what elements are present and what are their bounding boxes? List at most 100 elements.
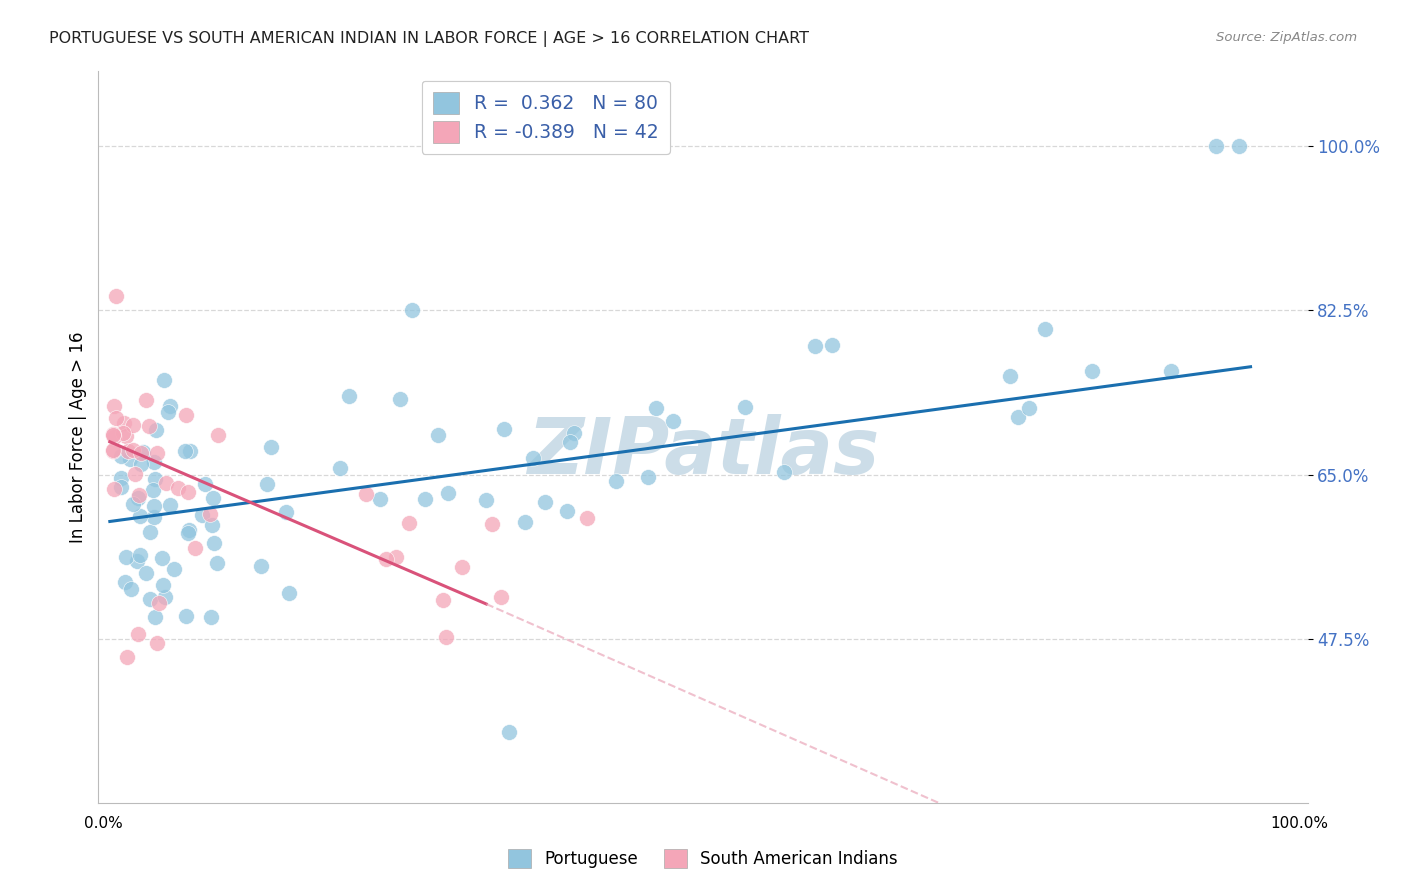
- Point: [103, 399, 125, 413]
- Point: [105, 411, 128, 425]
- Point: [103, 482, 125, 496]
- Point: [176, 408, 198, 422]
- Point: [356, 486, 378, 500]
- Point: [159, 498, 181, 512]
- Point: [385, 550, 408, 565]
- Point: [576, 511, 599, 525]
- Point: [121, 442, 143, 457]
- Point: [143, 509, 166, 524]
- Point: [191, 508, 214, 523]
- Point: [121, 497, 143, 511]
- Point: [201, 517, 224, 532]
- Point: [174, 608, 197, 623]
- Point: [167, 481, 190, 495]
- Text: 100.0%: 100.0%: [1271, 816, 1329, 830]
- Point: [142, 483, 165, 497]
- Point: [124, 467, 146, 481]
- Point: [1007, 409, 1029, 424]
- Point: [142, 455, 165, 469]
- Point: [163, 562, 186, 576]
- Text: ZIPatlas: ZIPatlas: [527, 414, 879, 490]
- Point: [114, 574, 136, 589]
- Point: [605, 474, 627, 488]
- Point: [125, 554, 148, 568]
- Y-axis label: In Labor Force | Age > 16: In Labor Force | Age > 16: [69, 331, 87, 543]
- Point: [135, 392, 157, 407]
- Point: [105, 289, 128, 303]
- Point: [637, 470, 659, 484]
- Point: [481, 516, 503, 531]
- Point: [498, 725, 520, 739]
- Point: [132, 445, 155, 459]
- Point: [138, 419, 160, 434]
- Point: [112, 426, 135, 441]
- Point: [103, 442, 125, 457]
- Point: [562, 425, 585, 440]
- Point: [143, 610, 166, 624]
- Point: [413, 492, 436, 507]
- Point: [201, 491, 224, 505]
- Point: [194, 477, 217, 491]
- Point: [250, 559, 273, 574]
- Point: [437, 485, 460, 500]
- Point: [110, 480, 132, 494]
- Point: [110, 471, 132, 485]
- Point: [128, 508, 150, 523]
- Point: [198, 507, 221, 521]
- Point: [143, 499, 166, 513]
- Point: [177, 525, 200, 540]
- Point: [103, 428, 125, 442]
- Point: [804, 339, 827, 353]
- Point: [112, 416, 135, 430]
- Point: [426, 428, 449, 442]
- Point: [368, 491, 391, 506]
- Point: [1018, 401, 1040, 415]
- Text: PORTUGUESE VS SOUTH AMERICAN INDIAN IN LABOR FORCE | AGE > 16 CORRELATION CHART: PORTUGUESE VS SOUTH AMERICAN INDIAN IN L…: [49, 31, 810, 47]
- Point: [155, 476, 177, 491]
- Point: [451, 559, 474, 574]
- Point: [491, 590, 513, 604]
- Point: [1081, 364, 1104, 378]
- Point: [103, 430, 125, 444]
- Point: [401, 303, 423, 318]
- Point: [773, 466, 796, 480]
- Point: [821, 338, 844, 352]
- Point: [159, 399, 181, 413]
- Point: [145, 423, 167, 437]
- Point: [174, 443, 197, 458]
- Point: [176, 485, 198, 500]
- Point: [103, 443, 125, 458]
- Point: [155, 590, 177, 604]
- Point: [179, 523, 201, 537]
- Point: [734, 400, 756, 414]
- Point: [184, 541, 207, 555]
- Point: [337, 389, 360, 403]
- Point: [645, 401, 668, 416]
- Point: [157, 405, 180, 419]
- Point: [475, 492, 498, 507]
- Point: [127, 491, 149, 505]
- Point: [148, 596, 170, 610]
- Point: [150, 550, 173, 565]
- Point: [120, 451, 142, 466]
- Point: [129, 457, 152, 471]
- Point: [398, 516, 420, 531]
- Point: [1227, 139, 1250, 153]
- Point: [153, 373, 176, 387]
- Point: [277, 586, 299, 600]
- Point: [533, 494, 555, 508]
- Point: [432, 592, 454, 607]
- Point: [146, 446, 169, 460]
- Point: [560, 435, 582, 450]
- Legend: R =  0.362   N = 80, R = -0.389   N = 42: R = 0.362 N = 80, R = -0.389 N = 42: [422, 81, 671, 154]
- Point: [513, 515, 536, 529]
- Point: [522, 450, 544, 465]
- Point: [138, 591, 160, 606]
- Point: [120, 582, 142, 596]
- Point: [179, 444, 201, 458]
- Point: [115, 650, 138, 665]
- Point: [114, 429, 136, 443]
- Point: [205, 556, 228, 570]
- Point: [374, 551, 396, 566]
- Point: [122, 417, 145, 432]
